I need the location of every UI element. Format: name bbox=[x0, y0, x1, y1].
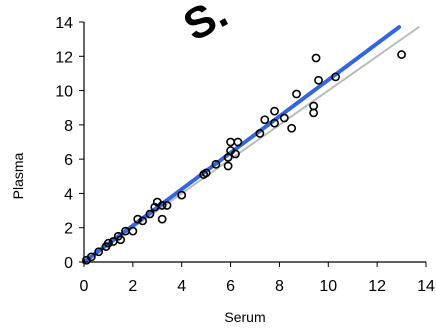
y-tick-label: 2 bbox=[64, 221, 73, 238]
x-axis-title: Serum bbox=[224, 309, 265, 325]
y-tick-label: 8 bbox=[64, 118, 73, 135]
data-point bbox=[223, 161, 233, 171]
data-point bbox=[157, 214, 167, 224]
data-point bbox=[309, 101, 319, 111]
data-point bbox=[260, 115, 270, 125]
x-tick-label: 2 bbox=[128, 278, 137, 295]
data-point bbox=[211, 159, 221, 169]
data-point bbox=[121, 226, 130, 236]
data-point bbox=[177, 190, 187, 200]
data-point bbox=[292, 89, 301, 99]
x-tick-label: 14 bbox=[417, 278, 435, 295]
data-point bbox=[116, 235, 126, 245]
data-point bbox=[104, 238, 113, 248]
data-point bbox=[157, 201, 167, 210]
data-point bbox=[233, 137, 243, 147]
data-point bbox=[287, 123, 297, 133]
y-tick-label: 4 bbox=[64, 186, 73, 203]
axes-layer bbox=[83, 22, 426, 263]
data-point bbox=[133, 214, 143, 224]
y-axis-title: Plasma bbox=[10, 152, 26, 199]
x-tick-label: 0 bbox=[80, 278, 89, 295]
data-point bbox=[231, 149, 240, 159]
data-point bbox=[270, 106, 279, 116]
data-point bbox=[270, 118, 279, 128]
x-tick-label: 12 bbox=[368, 278, 386, 295]
x-tick-label: 10 bbox=[319, 278, 337, 295]
data-point bbox=[201, 168, 211, 178]
y-tick-label: 6 bbox=[64, 152, 73, 169]
data-point bbox=[226, 137, 235, 147]
watermark-text: S. bbox=[176, 0, 236, 51]
y-tick-label: 0 bbox=[64, 255, 73, 272]
data-point bbox=[86, 252, 96, 262]
y-tick-label: 14 bbox=[55, 15, 73, 32]
y-tick-label: 12 bbox=[55, 49, 73, 66]
data-point bbox=[331, 72, 341, 82]
ticks-layer: 0 2 4 6 8 10 12 14 0 2 4 6 8 10 12 14 bbox=[55, 15, 435, 295]
x-tick-label: 4 bbox=[177, 278, 186, 295]
data-point bbox=[279, 113, 289, 123]
data-point bbox=[128, 226, 138, 236]
data-point bbox=[314, 75, 323, 85]
y-tick-label: 10 bbox=[55, 84, 73, 101]
data-point bbox=[94, 247, 104, 257]
data-point bbox=[311, 53, 321, 63]
data-point bbox=[397, 50, 406, 59]
data-point bbox=[145, 209, 155, 219]
x-tick-label: 8 bbox=[275, 278, 284, 295]
x-tick-label: 6 bbox=[226, 278, 235, 295]
data-point bbox=[162, 201, 172, 210]
data-point bbox=[255, 129, 265, 138]
fit-line bbox=[82, 25, 402, 264]
lines-layer bbox=[82, 25, 420, 264]
data-point bbox=[138, 216, 148, 226]
points-layer bbox=[82, 50, 406, 265]
